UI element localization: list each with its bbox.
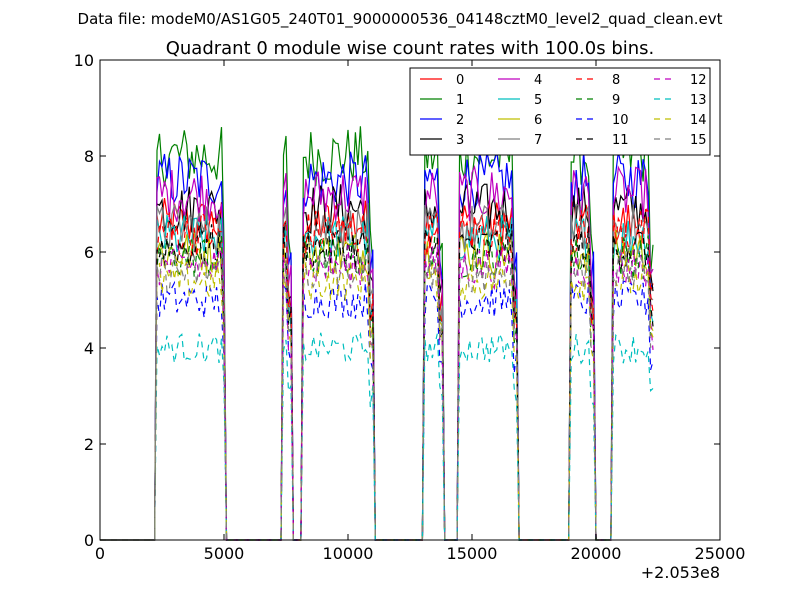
legend-label-5: 5: [534, 93, 542, 108]
series-layer: [100, 125, 654, 541]
y-tick-label: 2: [84, 435, 94, 454]
y-tick-label: 4: [84, 339, 94, 358]
x-tick-label: 25000: [695, 544, 746, 563]
x-tick-label: 20000: [571, 544, 622, 563]
chart-title: Quadrant 0 module wise count rates with …: [166, 38, 655, 59]
legend-label-1: 1: [456, 93, 464, 108]
legend-label-12: 12: [690, 73, 707, 88]
legend-box: [409, 67, 711, 156]
legend-label-7: 7: [534, 133, 542, 148]
x-tick-label: 10000: [323, 544, 374, 563]
legend-label-10: 10: [612, 113, 629, 128]
legend-label-4: 4: [534, 73, 542, 88]
legend-label-15: 15: [690, 133, 707, 148]
legend-label-0: 0: [456, 73, 464, 88]
legend-label-9: 9: [612, 93, 620, 108]
x-tick-label: 5000: [204, 544, 245, 563]
y-tick-label: 8: [84, 147, 94, 166]
x-tick-label: 15000: [447, 544, 498, 563]
legend-label-13: 13: [690, 93, 707, 108]
y-tick-label: 0: [84, 531, 94, 550]
legend-label-14: 14: [690, 113, 707, 128]
legend-label-8: 8: [612, 73, 620, 88]
legend-label-6: 6: [534, 113, 542, 128]
y-tick-label: 6: [84, 243, 94, 262]
x-tick-label: 0: [95, 544, 105, 563]
legend-label-3: 3: [456, 133, 464, 148]
legend-label-2: 2: [456, 113, 464, 128]
legend-label-11: 11: [612, 133, 629, 148]
figure-suptitle: Data file: modeM0/AS1G05_240T01_90000005…: [78, 10, 723, 29]
x-offset-label: +2.053e8: [641, 563, 720, 582]
y-tick-label: 10: [74, 51, 94, 70]
axes-frame: [99, 59, 721, 541]
